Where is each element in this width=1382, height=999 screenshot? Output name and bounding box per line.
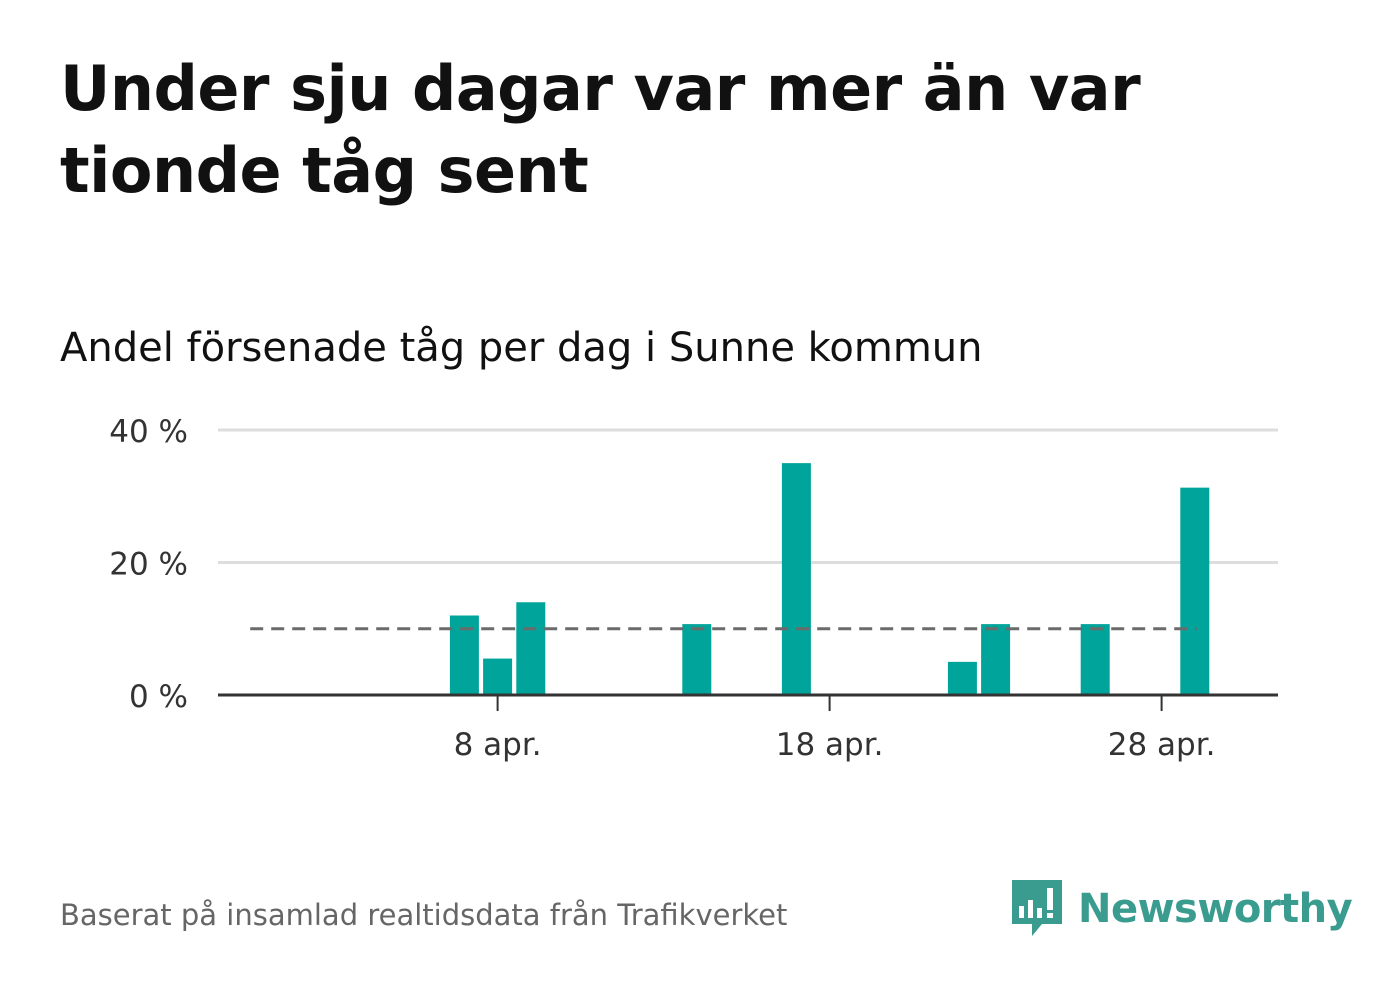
x-tick-label: 8 apr. bbox=[454, 727, 542, 763]
bar bbox=[1180, 487, 1210, 695]
chart-subtitle: Andel försenade tåg per dag i Sunne komm… bbox=[60, 325, 983, 371]
bar bbox=[483, 658, 513, 695]
brand-name: Newsworthy bbox=[1078, 886, 1353, 932]
source-note: Baserat på insamlad realtidsdata från Tr… bbox=[60, 898, 788, 932]
bar bbox=[516, 602, 546, 695]
y-tick-label: 20 % bbox=[109, 547, 188, 583]
x-tick-label: 18 apr. bbox=[776, 727, 884, 763]
bar bbox=[981, 624, 1011, 695]
newsworthy-logo-icon bbox=[1012, 880, 1062, 936]
bar bbox=[947, 661, 977, 695]
x-tick-label: 28 apr. bbox=[1108, 727, 1216, 763]
newsworthy-logo: Newsworthy bbox=[1010, 878, 1353, 940]
bar bbox=[682, 624, 712, 695]
chart-title: Under sju dagar var mer än var tionde tå… bbox=[60, 52, 1141, 207]
y-tick-label: 0 % bbox=[129, 679, 188, 715]
bar bbox=[781, 463, 811, 695]
y-tick-label: 40 % bbox=[109, 414, 188, 450]
bar bbox=[1080, 624, 1110, 695]
